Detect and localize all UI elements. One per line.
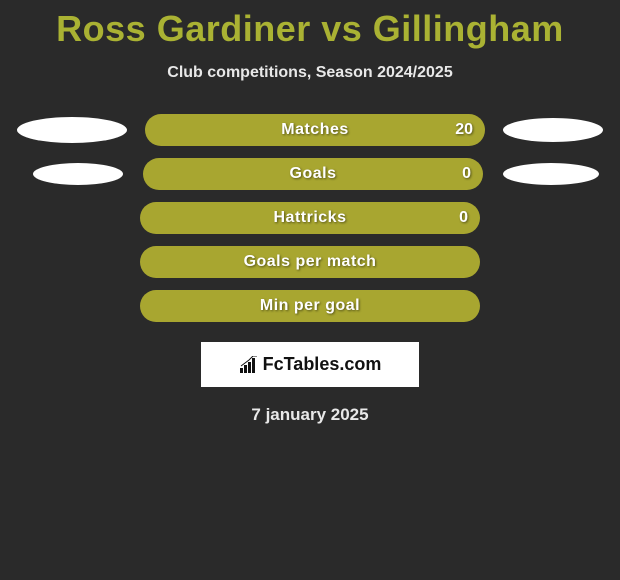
logo-box: FcTables.com: [201, 342, 419, 387]
stats-chart: Matches 20 Goals 0 Hattricks 0 Goals per match…: [0, 112, 620, 324]
stat-label: Min per goal: [260, 297, 360, 315]
stat-row: Goals per match: [10, 244, 610, 280]
page-title: Ross Gardiner vs Gillingham: [0, 0, 620, 50]
stat-row: Hattricks 0: [10, 200, 610, 236]
ellipse-marker: [17, 117, 127, 143]
stat-label: Goals: [290, 165, 337, 183]
stat-bar: Min per goal: [140, 290, 480, 322]
stat-row: Min per goal: [10, 288, 610, 324]
stat-label: Goals per match: [244, 253, 377, 271]
footer-date: 7 january 2025: [0, 405, 620, 425]
stat-value: 20: [455, 121, 473, 139]
stat-row: Matches 20: [10, 112, 610, 148]
ellipse-marker: [503, 118, 603, 142]
stat-row: Goals 0: [10, 156, 610, 192]
ellipse-marker: [503, 163, 599, 185]
stat-bar: Matches 20: [145, 114, 485, 146]
stat-label: Matches: [281, 121, 349, 139]
stat-bar: Goals per match: [140, 246, 480, 278]
logo-text: FcTables.com: [263, 354, 382, 375]
ellipse-marker: [33, 163, 123, 185]
stat-bar: Hattricks 0: [140, 202, 480, 234]
stat-label: Hattricks: [274, 209, 347, 227]
bar-chart-icon: [239, 356, 259, 374]
stat-value: 0: [459, 209, 468, 227]
stat-value: 0: [462, 165, 471, 183]
stat-bar: Goals 0: [143, 158, 483, 190]
subtitle: Club competitions, Season 2024/2025: [0, 64, 620, 82]
